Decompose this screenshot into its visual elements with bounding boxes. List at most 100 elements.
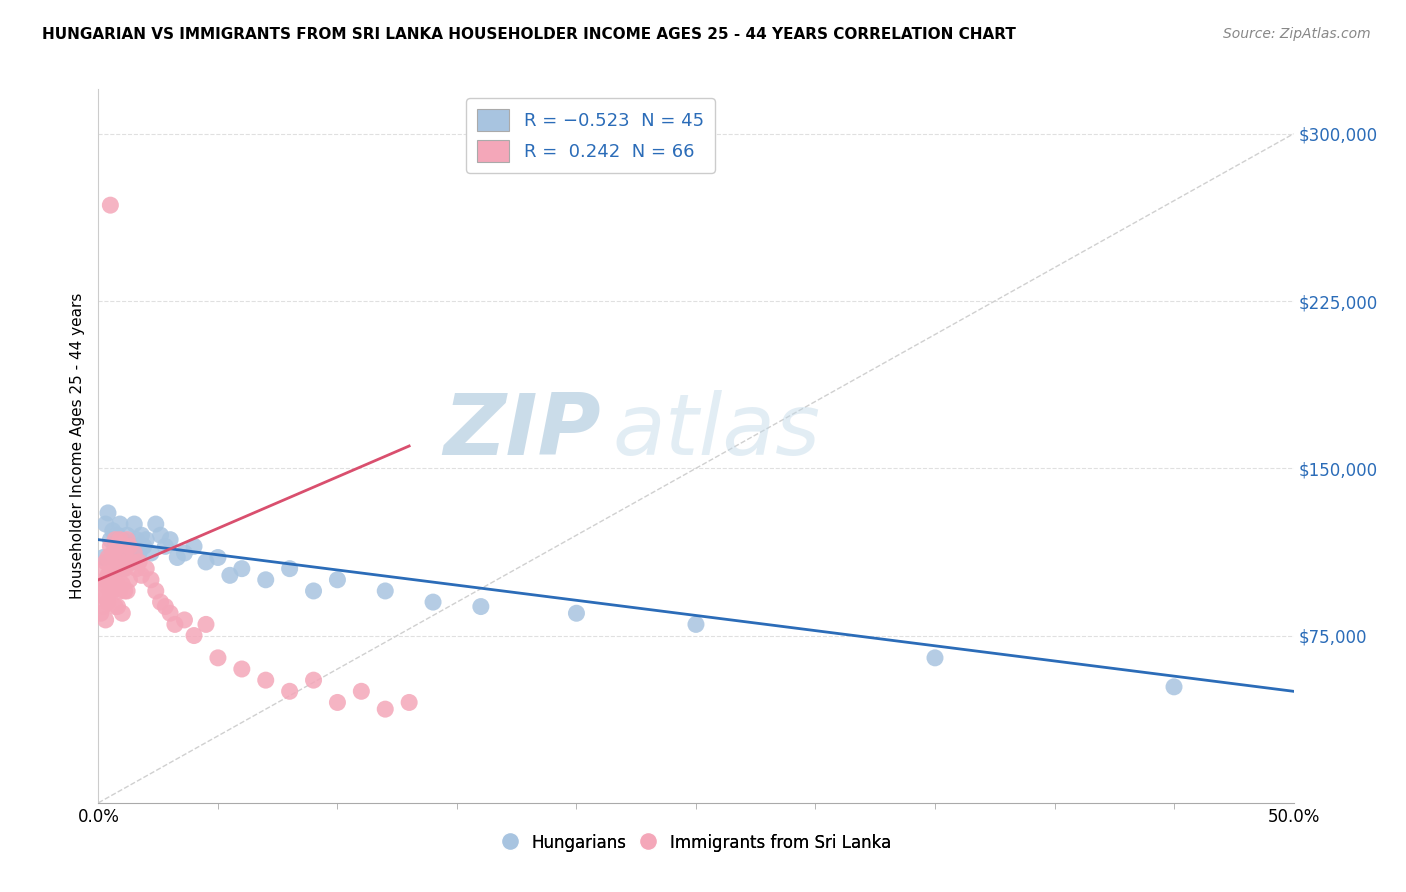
Point <box>128 555 150 569</box>
Point <box>131 528 153 542</box>
Point <box>107 599 129 614</box>
Point <box>145 516 167 531</box>
Point <box>398 696 420 710</box>
Point <box>326 573 349 587</box>
Point <box>98 562 122 576</box>
Point <box>350 684 373 698</box>
Point <box>183 539 205 553</box>
Point <box>114 546 136 560</box>
Point <box>118 546 141 560</box>
Point <box>128 546 150 560</box>
Point <box>422 595 444 609</box>
Point <box>565 607 588 621</box>
Point <box>107 577 129 591</box>
Point <box>108 516 131 531</box>
Point <box>91 550 114 565</box>
Y-axis label: Householder Income Ages 25 - 44 years: Householder Income Ages 25 - 44 years <box>69 293 84 599</box>
Point <box>101 583 124 598</box>
Point <box>207 550 229 565</box>
Point <box>302 673 325 687</box>
Point <box>121 555 143 569</box>
Point <box>98 533 122 547</box>
Point <box>139 573 162 587</box>
Point <box>98 539 122 553</box>
Text: Source: ZipAtlas.com: Source: ZipAtlas.com <box>1223 27 1371 41</box>
Point <box>207 651 229 665</box>
Point <box>145 583 167 598</box>
Point <box>115 583 138 598</box>
Point <box>231 562 253 576</box>
Text: atlas: atlas <box>613 390 820 474</box>
Point <box>98 583 122 598</box>
Point <box>159 533 181 547</box>
Point <box>302 583 325 598</box>
Point <box>374 702 396 716</box>
Point <box>173 546 195 560</box>
Point <box>124 546 146 560</box>
Legend: Hungarians, Immigrants from Sri Lanka: Hungarians, Immigrants from Sri Lanka <box>495 828 897 859</box>
Point <box>94 591 117 605</box>
Point <box>685 617 707 632</box>
Point <box>118 539 141 553</box>
Point <box>254 573 277 587</box>
Point <box>94 573 117 587</box>
Point <box>91 599 114 614</box>
Point <box>118 573 141 587</box>
Point <box>94 516 117 531</box>
Point <box>108 555 131 569</box>
Point <box>231 662 253 676</box>
Point <box>107 528 129 542</box>
Point <box>107 555 129 569</box>
Point <box>1163 680 1185 694</box>
Point <box>219 568 242 582</box>
Point <box>132 539 155 553</box>
Point <box>115 555 138 569</box>
Point <box>470 599 492 614</box>
Point <box>108 583 131 598</box>
Point <box>155 539 177 553</box>
Point <box>149 595 172 609</box>
Point <box>149 528 172 542</box>
Point <box>155 599 177 614</box>
Point <box>97 568 120 582</box>
Point <box>90 583 112 598</box>
Point <box>173 613 195 627</box>
Point <box>195 617 218 632</box>
Point <box>124 539 146 553</box>
Point <box>163 617 186 632</box>
Point <box>183 628 205 642</box>
Point <box>97 550 120 565</box>
Point <box>111 533 134 547</box>
Point <box>111 539 134 553</box>
Point <box>111 577 134 591</box>
Point <box>114 539 136 553</box>
Point <box>114 583 136 598</box>
Point <box>159 607 181 621</box>
Point <box>107 539 129 553</box>
Point <box>278 562 301 576</box>
Point <box>104 539 127 553</box>
Point <box>97 595 120 609</box>
Point <box>124 516 146 531</box>
Point <box>121 555 143 569</box>
Point <box>91 562 114 576</box>
Text: ZIP: ZIP <box>443 390 600 474</box>
Point <box>97 506 120 520</box>
Point <box>278 684 301 698</box>
Point <box>94 555 117 569</box>
Point <box>104 577 127 591</box>
Point <box>101 546 124 560</box>
Point <box>104 599 127 614</box>
Point <box>924 651 946 665</box>
Point <box>111 562 134 576</box>
Point <box>254 673 277 687</box>
Point <box>125 533 148 547</box>
Point <box>115 533 138 547</box>
Point <box>91 577 114 591</box>
Point <box>98 198 122 212</box>
Point <box>94 613 117 627</box>
Point <box>374 583 396 598</box>
Point <box>111 607 134 621</box>
Point <box>111 562 134 576</box>
Point <box>101 524 124 538</box>
